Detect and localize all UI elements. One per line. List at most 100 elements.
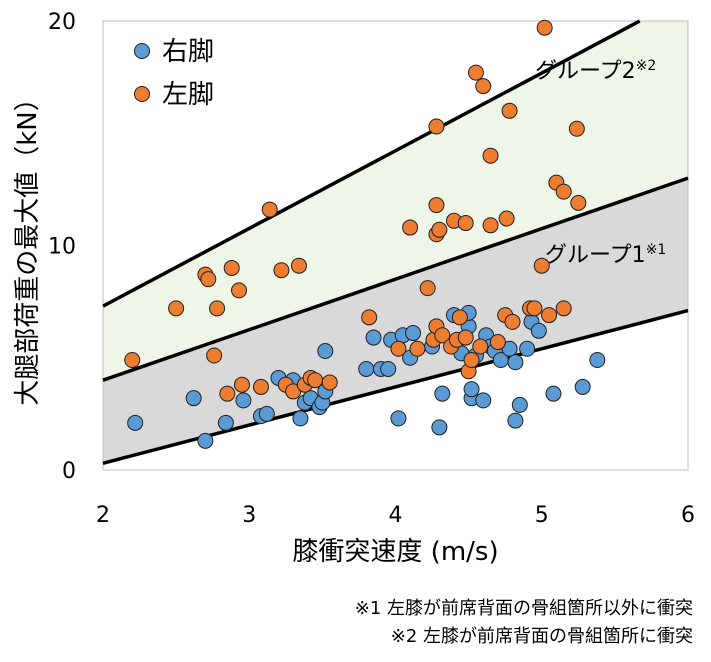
- bands-layer: [103, 21, 688, 464]
- point-series-2: [200, 271, 217, 288]
- point-series-2: [231, 282, 248, 299]
- point-series-1: [217, 414, 234, 431]
- point-series-2: [533, 257, 550, 274]
- point-series-2: [209, 300, 226, 317]
- point-series-2: [168, 300, 185, 317]
- x-tick-label: 4: [389, 503, 403, 528]
- point-series-2: [489, 334, 506, 351]
- point-series-1: [434, 385, 451, 402]
- band-label-group-1: グループ1※1: [545, 242, 666, 268]
- plot-frame: [102, 20, 689, 471]
- band-label-footnote-mark: ※2: [636, 58, 657, 74]
- point-series-2: [419, 280, 436, 297]
- boundary-line: [102, 176, 689, 382]
- point-series-1: [197, 432, 214, 449]
- point-series-2: [390, 340, 407, 357]
- point-series-2: [431, 221, 448, 238]
- point-series-2: [361, 309, 378, 326]
- point-series-2: [451, 309, 468, 326]
- point-series-2: [568, 120, 585, 137]
- point-series-2: [526, 300, 543, 317]
- band-label-group-2: グループ2※2: [535, 58, 656, 84]
- point-series-1: [530, 322, 547, 339]
- point-series-2: [501, 102, 518, 119]
- point-series-2: [261, 201, 278, 218]
- point-series-1: [463, 381, 480, 398]
- y-tick-label: 20: [48, 10, 76, 35]
- point-series-2: [555, 183, 572, 200]
- point-series-1: [511, 396, 528, 413]
- point-series-2: [463, 351, 480, 368]
- band-label-text: グループ2: [535, 59, 636, 84]
- point-series-1: [317, 343, 334, 360]
- legend-marker: [134, 43, 150, 59]
- x-tick-label: 6: [681, 503, 695, 528]
- point-series-2: [409, 340, 426, 357]
- point-series-1: [574, 378, 591, 395]
- point-series-1: [358, 360, 375, 377]
- axis-ticks: 2 3 4 5 6 0 10 20: [48, 10, 695, 528]
- point-series-2: [482, 217, 499, 234]
- point-series-2: [273, 262, 290, 279]
- point-series-1: [507, 412, 524, 429]
- point-series-1: [405, 325, 422, 342]
- point-series-2: [536, 19, 553, 36]
- point-series-1: [390, 410, 407, 427]
- legend-marker: [134, 86, 150, 102]
- point-series-1: [380, 360, 397, 377]
- legend-label: 左脚: [162, 80, 214, 110]
- point-series-2: [223, 259, 240, 276]
- point-series-2: [472, 338, 489, 355]
- point-series-2: [402, 219, 419, 236]
- x-tick-label: 3: [242, 503, 256, 528]
- point-series-2: [428, 118, 445, 135]
- legend-label: 右脚: [162, 37, 214, 67]
- point-series-2: [428, 197, 445, 214]
- point-series-2: [206, 347, 223, 364]
- point-series-1: [545, 385, 562, 402]
- band-1: [103, 178, 688, 464]
- footnote-1: ※1 左膝が前席背面の骨組箇所以外に衝突: [354, 598, 693, 619]
- point-series-1: [258, 405, 275, 422]
- point-series-2: [219, 385, 236, 402]
- x-axis-label: 膝衝突速度 (m/s): [292, 537, 498, 567]
- point-series-2: [467, 64, 484, 81]
- data-points: [124, 19, 606, 449]
- point-series-1: [127, 414, 144, 431]
- band-2: [103, 21, 688, 381]
- scatter-chart: 2 3 4 5 6 0 10 20 グループ2※2 グループ1※1 膝衝突速度 (m/s) 大…: [13, 10, 695, 567]
- point-series-1: [519, 340, 536, 357]
- point-series-1: [235, 392, 252, 409]
- point-series-2: [307, 372, 324, 389]
- point-series-2: [504, 313, 521, 330]
- point-series-2: [290, 257, 307, 274]
- y-axis-label: 大腿部荷重の最大値（kN）: [13, 85, 43, 406]
- point-series-2: [475, 78, 492, 95]
- point-series-1: [292, 410, 309, 427]
- point-series-2: [555, 300, 572, 317]
- point-series-2: [457, 329, 474, 346]
- footnote-2: ※2 左膝が前席背面の骨組箇所に衝突: [390, 626, 693, 647]
- point-series-1: [365, 329, 382, 346]
- x-tick-label: 2: [96, 503, 110, 528]
- point-series-2: [541, 307, 558, 324]
- point-series-1: [507, 354, 524, 371]
- point-series-2: [498, 210, 515, 227]
- point-series-2: [321, 374, 338, 391]
- point-series-2: [570, 194, 587, 211]
- y-tick-label: 10: [48, 235, 76, 260]
- point-series-1: [185, 390, 202, 407]
- y-tick-label: 0: [62, 459, 76, 484]
- point-series-2: [434, 327, 451, 344]
- point-series-1: [589, 351, 606, 368]
- point-series-2: [124, 351, 141, 368]
- boundary-line: [102, 19, 641, 308]
- point-series-2: [457, 215, 474, 232]
- band-label-footnote-mark: ※1: [646, 242, 667, 258]
- point-series-2: [482, 147, 499, 164]
- band-label-text: グループ1: [545, 243, 646, 268]
- point-series-2: [252, 378, 269, 395]
- x-tick-label: 5: [535, 503, 549, 528]
- point-series-2: [233, 376, 250, 393]
